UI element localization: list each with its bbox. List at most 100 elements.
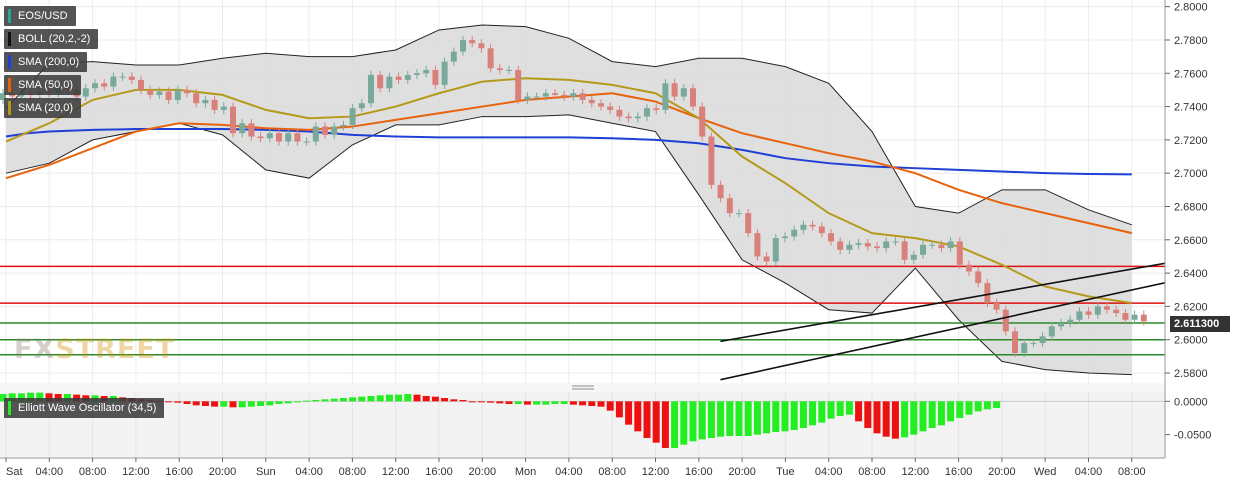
candle-body bbox=[184, 89, 190, 94]
oscillator-bar bbox=[339, 398, 347, 402]
candle-body bbox=[892, 241, 899, 243]
candle-body bbox=[772, 238, 779, 262]
oscillator-bar bbox=[422, 396, 430, 402]
time-tick-label: 08:00 bbox=[339, 466, 367, 478]
oscillator-bar bbox=[965, 401, 973, 415]
legend: EOS/USD BOLL (20,2,-2) SMA (200,0) SMA (50,… bbox=[4, 6, 99, 121]
oscillator-bar bbox=[45, 393, 53, 402]
time-tick-label: 04:00 bbox=[555, 466, 583, 478]
time-tick-label: 04:00 bbox=[815, 466, 843, 478]
price-tick-label: 2.7000 bbox=[1174, 168, 1208, 180]
candle-body bbox=[193, 93, 200, 104]
price-tick-label: 2.6600 bbox=[1174, 235, 1208, 247]
candle-body bbox=[634, 116, 641, 119]
candle-body bbox=[828, 233, 834, 242]
time-tick-label: 08:00 bbox=[598, 466, 626, 478]
oscillator-bar bbox=[523, 401, 531, 405]
oscillator-bar bbox=[873, 401, 881, 434]
oscillator-bar bbox=[836, 401, 844, 416]
legend-swatch bbox=[8, 101, 11, 115]
price-tick-label: 2.6200 bbox=[1174, 301, 1208, 313]
candle-body bbox=[404, 74, 411, 80]
candle-body bbox=[754, 233, 761, 257]
oscillator-bar bbox=[680, 401, 688, 445]
sma200-line bbox=[5, 128, 1132, 176]
candle-body bbox=[818, 226, 825, 234]
candle-body bbox=[496, 68, 503, 70]
oscillator-bar bbox=[284, 401, 292, 404]
oscillator-bar bbox=[588, 401, 596, 406]
legend-item[interactable]: EOS/USD bbox=[4, 6, 76, 26]
oscillator-bar bbox=[321, 399, 329, 402]
candle-body bbox=[423, 69, 430, 74]
oscillator-bar bbox=[238, 401, 246, 408]
oscillator-bar bbox=[901, 401, 909, 438]
oscillator-label: Elliott Wave Oscillator (34,5) bbox=[4, 398, 165, 418]
candle-body bbox=[377, 74, 384, 89]
legend-swatch bbox=[8, 78, 11, 92]
oscillator-bar bbox=[192, 401, 200, 406]
oscillator-bar bbox=[671, 401, 679, 448]
candle-body bbox=[331, 126, 338, 135]
time-tick-label: 12:00 bbox=[122, 466, 150, 478]
legend-label: BOLL (20,2,-2) bbox=[18, 33, 91, 45]
price-tick-label: 2.7800 bbox=[1174, 35, 1208, 47]
oscillator-bar bbox=[937, 401, 945, 426]
oscillator-bar bbox=[36, 392, 44, 402]
oscillator-bar bbox=[928, 401, 936, 428]
legend-item[interactable]: SMA (20,0) bbox=[4, 98, 82, 118]
candle-body bbox=[248, 123, 255, 137]
candle-body bbox=[616, 109, 623, 117]
oscillator-bar bbox=[753, 401, 761, 435]
time-tick-label: 16:00 bbox=[425, 466, 453, 478]
oscillator-bar bbox=[533, 401, 541, 405]
candle-body bbox=[625, 116, 632, 119]
legend-item[interactable]: SMA (50,0) bbox=[4, 75, 82, 95]
oscillator-bar bbox=[358, 396, 366, 402]
oscillator-bar bbox=[63, 394, 71, 402]
price-tick-label: 2.7200 bbox=[1174, 135, 1208, 147]
candle-body bbox=[736, 213, 742, 215]
oscillator-bar bbox=[211, 401, 219, 407]
oscillator-bar bbox=[790, 401, 798, 430]
oscillator-bar bbox=[652, 401, 660, 443]
candle-body bbox=[901, 241, 908, 260]
candle-body bbox=[570, 93, 577, 97]
legend-label: EOS/USD bbox=[18, 10, 68, 22]
oscillator-bar bbox=[597, 401, 605, 407]
candle-body bbox=[966, 264, 972, 272]
candle-body bbox=[717, 184, 724, 199]
candle-body bbox=[92, 83, 98, 89]
oscillator-bar bbox=[643, 401, 651, 438]
candle-body bbox=[487, 48, 494, 69]
legend-item[interactable]: SMA (200,0) bbox=[4, 52, 88, 72]
oscillator-bar bbox=[303, 400, 311, 402]
oscillator-bar bbox=[431, 396, 439, 402]
oscillator-bar bbox=[312, 400, 320, 402]
price-tick-label: 2.7400 bbox=[1174, 102, 1208, 114]
candle-body bbox=[791, 229, 798, 237]
oscillator-bar bbox=[385, 394, 393, 402]
legend-item[interactable]: BOLL (20,2,-2) bbox=[4, 29, 99, 49]
candle-body bbox=[1122, 313, 1129, 320]
oscillator-bar bbox=[615, 401, 623, 418]
candle-body bbox=[874, 246, 880, 249]
candle-body bbox=[1021, 343, 1028, 354]
time-tick-label: Sun bbox=[256, 466, 276, 478]
oscillator-bar bbox=[229, 401, 237, 408]
candle-body bbox=[230, 106, 236, 134]
candle-body bbox=[349, 108, 356, 125]
legend-swatch bbox=[8, 32, 11, 46]
candle-body bbox=[1067, 319, 1074, 324]
candle-body bbox=[312, 126, 319, 142]
oscillator-bar bbox=[247, 401, 255, 407]
candle-body bbox=[276, 133, 282, 142]
candle-body bbox=[386, 76, 393, 89]
price-tick-label: 2.7600 bbox=[1174, 68, 1208, 80]
candle-body bbox=[432, 69, 439, 85]
time-tick-label: 04:00 bbox=[295, 466, 323, 478]
candle-body bbox=[257, 136, 264, 139]
candle-body bbox=[1131, 314, 1138, 320]
oscillator-bar bbox=[293, 401, 301, 403]
